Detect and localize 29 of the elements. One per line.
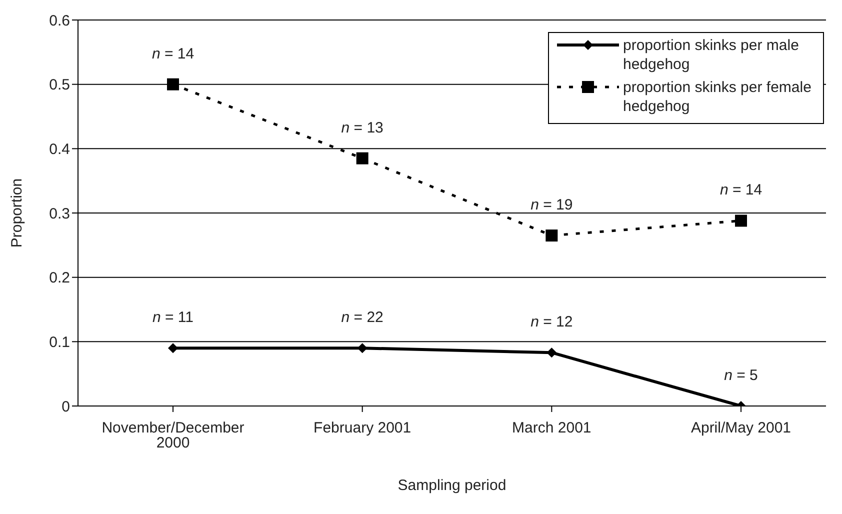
y-tick-label: 0 [62, 398, 70, 416]
point [546, 348, 557, 358]
annotation: n = 13 [341, 119, 384, 136]
point [168, 343, 178, 354]
x-tick-label: November/December 2000 [102, 420, 244, 452]
y-tick-label: 0.5 [49, 76, 70, 94]
y-tick-label: 0.3 [49, 205, 70, 222]
y-tick-label: 0.4 [49, 140, 70, 158]
point [357, 343, 368, 354]
annotation: n = 14 [152, 45, 194, 62]
y-tick-label: 0.1 [49, 334, 70, 351]
annotation: n = 11 [152, 309, 194, 326]
annotation: n = 5 [724, 367, 758, 384]
annotation: n = 22 [341, 309, 384, 326]
y-tick-label: 0.6 [49, 12, 70, 30]
annotation: n = 19 [530, 196, 573, 214]
y-axis-title: Proportion [8, 178, 26, 248]
point [167, 78, 179, 90]
annotation: n = 14 [720, 182, 762, 199]
x-tick-label: April/May 2001 [690, 420, 792, 437]
x-tick-label: February 2001 [314, 420, 412, 437]
legend-label: proportion skinks per female hedgehog [623, 78, 812, 116]
point [735, 214, 747, 227]
x-axis-title: Sampling period [398, 477, 506, 494]
x-tick-label: March 2001 [512, 420, 592, 437]
y-tick-label: 0.2 [49, 270, 70, 287]
point [546, 230, 558, 242]
annotation: n = 12 [530, 314, 573, 331]
point [356, 152, 368, 164]
